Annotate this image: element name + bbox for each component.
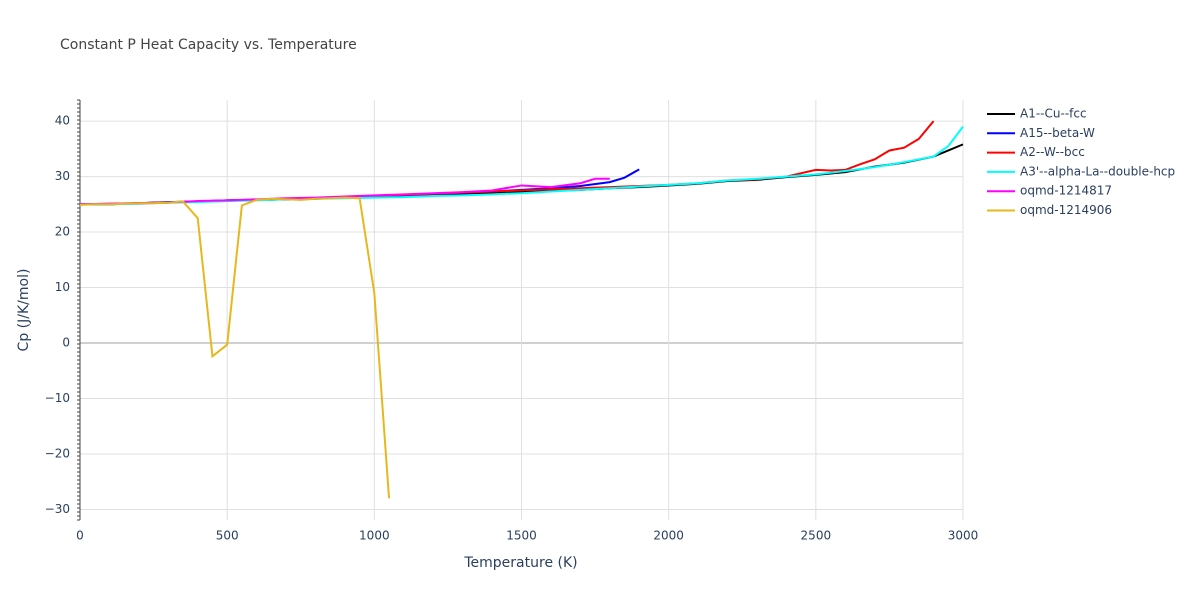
y-tick-label: 10 [55, 280, 70, 294]
y-tick-label: −10 [45, 391, 70, 405]
x-tick-label: 2000 [653, 529, 684, 543]
legend-label: A1--Cu--fcc [1020, 107, 1087, 121]
chart-title: Constant P Heat Capacity vs. Temperature [60, 37, 357, 53]
y-tick-label: −30 [45, 502, 70, 516]
x-tick-label: 0 [76, 529, 84, 543]
legend-label: A2--W--bcc [1020, 145, 1085, 159]
legend-label: A15--beta-W [1020, 126, 1095, 140]
x-tick-label: 1500 [506, 529, 537, 543]
y-tick-label: 20 [55, 225, 70, 239]
y-tick-label: −20 [45, 446, 70, 460]
x-tick-label: 1000 [359, 529, 390, 543]
legend-label: oqmd-1214817 [1020, 184, 1112, 198]
legend-label: oqmd-1214906 [1020, 203, 1112, 217]
y-tick-label: 40 [55, 114, 70, 128]
x-tick-label: 2500 [801, 529, 832, 543]
x-axis-title: Temperature (K) [463, 555, 577, 571]
y-tick-label: 30 [55, 169, 70, 183]
y-axis-title: Cp (J/K/mol) [16, 269, 32, 352]
legend-label: A3'--alpha-La--double-hcp [1020, 164, 1175, 178]
series-line [79, 120, 935, 206]
y-tick-label: 0 [62, 336, 70, 350]
x-tick-label: 500 [216, 529, 239, 543]
series-line [79, 196, 391, 499]
x-tick-label: 3000 [948, 529, 979, 543]
